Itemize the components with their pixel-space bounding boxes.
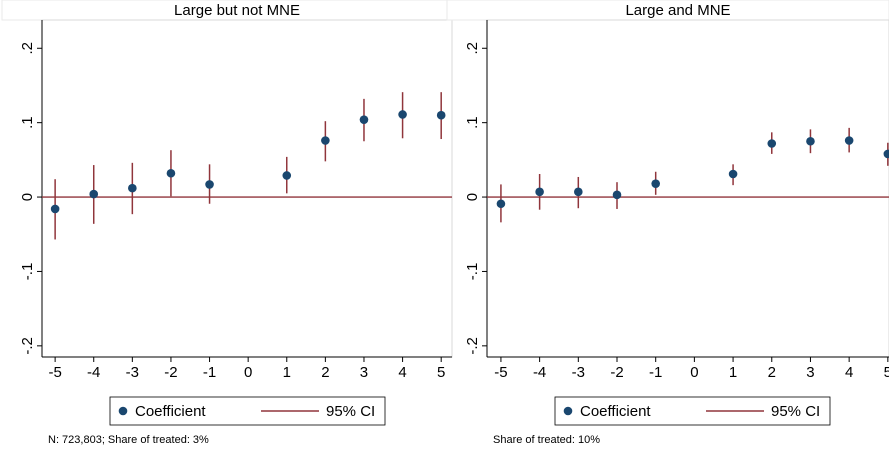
note: N: 723,803; Share of treated: 3% — [48, 434, 209, 446]
x-tick-label: 1 — [283, 364, 291, 381]
y-tick-label: -.1 — [19, 263, 36, 281]
coefficient-point — [728, 169, 738, 179]
coefficient-point — [282, 171, 292, 180]
x-tick-label: -5 — [494, 364, 507, 381]
coefficient-point — [359, 115, 369, 124]
legend-box — [109, 396, 386, 426]
x-tick-label: 3 — [806, 364, 814, 381]
y-tick-label: 0 — [464, 193, 481, 201]
x-tick-label: -5 — [48, 364, 61, 381]
x-tick-label: 3 — [360, 364, 368, 381]
coefficient-point — [436, 110, 446, 120]
legend-label: 95% CI — [771, 403, 820, 420]
x-tick-label: 1 — [729, 364, 737, 381]
plot-frame — [486, 19, 889, 358]
chart-title: Large but not MNE — [174, 2, 300, 19]
y-tick-label: .1 — [464, 116, 481, 129]
x-tick-label: -4 — [87, 364, 100, 381]
panel: Large and MNE -.2 -.1 0 .1 .2 -5 -4 -3 -2 -1 0 1 2 3 4 5… — [446, 0, 889, 446]
coefficient-point — [398, 110, 407, 119]
y-tick-label: 0 — [19, 193, 36, 201]
coefficient-point — [806, 136, 815, 146]
coefficient-point — [844, 136, 854, 145]
coefficient-point — [612, 190, 622, 200]
note: Share of treated: 10% — [493, 434, 600, 446]
coefficient-point — [205, 180, 214, 189]
y-tick-label: -.1 — [464, 263, 481, 281]
plot-frame — [41, 19, 453, 358]
x-tick-label: 5 — [437, 364, 445, 381]
x-tick-label: 0 — [690, 364, 698, 381]
legend-marker — [118, 406, 128, 416]
y-tick-label: .2 — [19, 42, 36, 55]
data-layer — [496, 127, 889, 223]
x-tick-label: -1 — [203, 364, 216, 381]
x-tick-label: 5 — [884, 364, 889, 381]
y-tick-label: -.2 — [464, 337, 481, 355]
coefficient-point — [535, 187, 544, 197]
x-tick-label: 4 — [398, 364, 406, 381]
data-layer — [50, 92, 446, 240]
x-tick-label: -2 — [164, 364, 177, 381]
panel: Large but not MNE -.2 -.1 0 .1 .2 -5 -4 -3 -2 -1 0 1… — [1, 0, 453, 446]
legend-label: Coefficient — [580, 403, 651, 420]
coefficient-point — [166, 168, 176, 178]
x-tick-label: -3 — [126, 364, 139, 381]
legend-marker — [563, 406, 573, 416]
y-tick-label: -.2 — [19, 337, 36, 355]
x-tick-label: -2 — [610, 364, 623, 381]
coefficient-point — [883, 149, 889, 159]
x-tick-label: -4 — [533, 364, 546, 381]
coefficient-point — [128, 183, 137, 193]
x-tick-label: 2 — [321, 364, 329, 381]
x-tick-label: -1 — [649, 364, 662, 381]
coefficient-point — [496, 199, 506, 209]
x-tick-label: -3 — [572, 364, 585, 381]
chart-title: Large and MNE — [625, 2, 730, 19]
x-tick-label: 0 — [244, 364, 252, 381]
x-tick-label: 4 — [845, 364, 853, 381]
coefficient-point — [574, 187, 583, 197]
coefficient-point — [651, 179, 660, 188]
coefficient-point — [321, 136, 330, 145]
coefficient-point — [767, 139, 777, 148]
y-tick-label: .1 — [19, 116, 36, 129]
y-tick-label: .2 — [464, 42, 481, 55]
coefficient-point — [50, 204, 60, 214]
coefficient-point — [89, 189, 99, 199]
legend-label: 95% CI — [326, 403, 375, 420]
x-tick-label: 2 — [768, 364, 776, 381]
legend-box — [554, 396, 831, 426]
legend-label: Coefficient — [135, 403, 206, 420]
